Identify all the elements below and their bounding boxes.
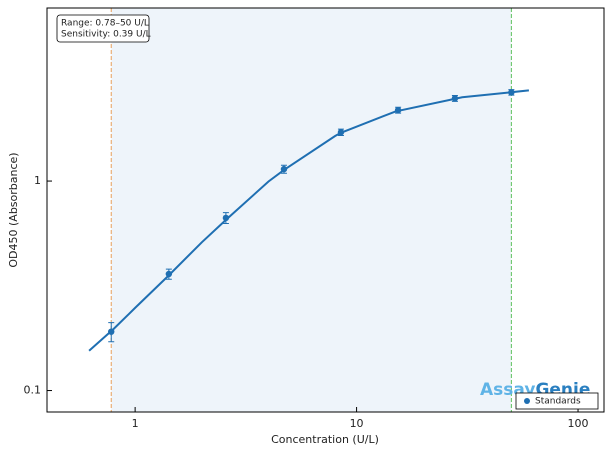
- range-band: [111, 8, 512, 412]
- x-tick-label: 1: [132, 417, 139, 430]
- data-point: [108, 328, 115, 335]
- x-tick-label: 100: [568, 417, 589, 430]
- annotation-text: Range: 0.78–50 U/L: [61, 19, 149, 29]
- legend-label: Standards: [535, 397, 581, 407]
- y-axis-label: OD450 (Absorbance): [7, 152, 20, 267]
- data-point: [451, 95, 459, 102]
- data-point: [165, 270, 173, 278]
- data-point: [222, 214, 230, 222]
- annotation-box: [56, 14, 150, 43]
- data-point: [280, 165, 288, 173]
- y-tick-label: 0.1: [24, 384, 42, 397]
- legend-marker: [524, 398, 530, 404]
- x-tick-label: 10: [350, 417, 364, 430]
- data-point: [508, 89, 515, 96]
- legend-box: [515, 392, 599, 410]
- data-point: [337, 129, 345, 136]
- data-point: [394, 106, 402, 114]
- plot-frame: [46, 7, 605, 413]
- annotation-text: Sensitivity: 0.39 U/L: [61, 30, 151, 40]
- x-axis-label: Concentration (U/L): [271, 433, 379, 446]
- y-tick-label: 1: [34, 174, 41, 187]
